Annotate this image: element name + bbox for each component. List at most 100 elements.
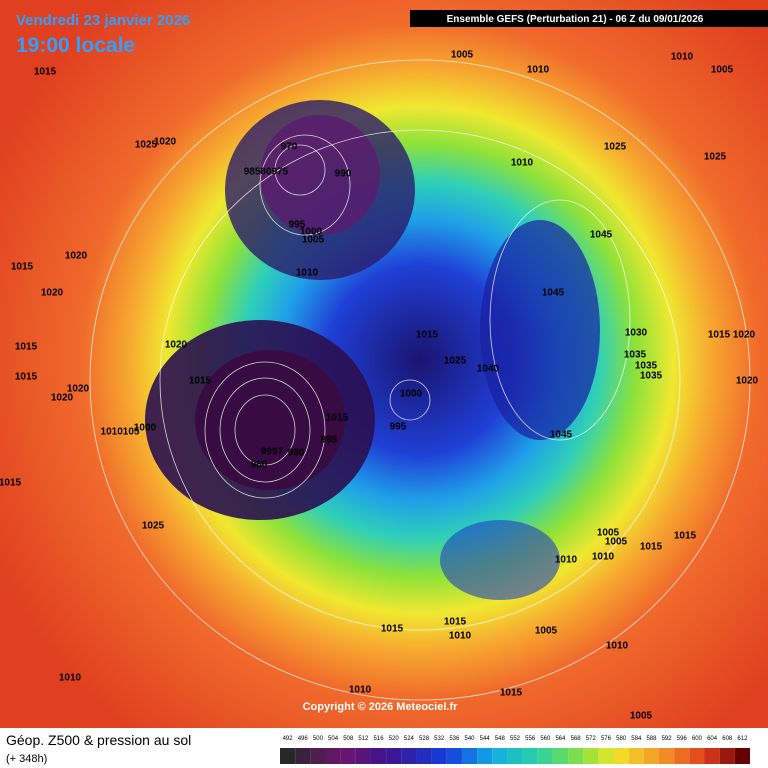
legend-swatch	[507, 748, 523, 764]
legend-label: 548	[495, 736, 506, 742]
legend-swatch	[370, 748, 387, 764]
lead-time: (+ 348h)	[6, 753, 47, 765]
legend-swatch	[355, 748, 371, 764]
legend-label: 560	[540, 736, 551, 742]
isobar-label: 1005	[597, 528, 620, 539]
isobar-label: 1020	[65, 251, 88, 262]
legend-swatch	[674, 748, 690, 764]
legend-label: 540	[465, 736, 476, 742]
isobar-label: 995	[289, 220, 306, 231]
isobar-label: 1035	[624, 350, 647, 361]
isobar-label: 980	[288, 448, 305, 459]
legend-swatch	[537, 748, 553, 764]
isobar-label: 1025	[444, 356, 467, 367]
legend-label: 608	[722, 736, 733, 742]
legend-label: 504	[328, 736, 339, 742]
isobar-label: 1005	[302, 235, 325, 246]
legend-swatch	[386, 748, 402, 764]
isobar-label: 1020	[67, 384, 90, 395]
isobar-label: 1015	[15, 372, 38, 383]
legend-swatch	[583, 748, 599, 764]
legend-swatch	[340, 748, 356, 764]
isobar-label: 1045	[550, 430, 573, 441]
isobar-label: 1015	[708, 330, 731, 341]
isobar-label: 1005	[535, 626, 558, 637]
isobar-label: 960	[251, 460, 268, 471]
legend-swatch	[492, 748, 508, 764]
legend-label: 552	[510, 736, 521, 742]
model-bar	[410, 10, 768, 27]
legend-swatch	[295, 748, 311, 764]
legend-swatch	[325, 748, 341, 764]
isobar-label: 995	[321, 435, 338, 446]
isobar-label: 1015	[500, 688, 523, 699]
isobar-label: 1040	[477, 364, 500, 375]
isobar-label: 990	[335, 169, 352, 180]
isobar-label: 1015	[381, 624, 404, 635]
isobar-label: 1015	[326, 413, 349, 424]
legend-swatch	[689, 748, 705, 764]
legend-label: 556	[525, 736, 536, 742]
legend-label: 492	[283, 736, 294, 742]
legend-swatch	[416, 748, 432, 764]
isobar-label: 1010	[59, 673, 82, 684]
isobar-label: 1020	[733, 330, 756, 341]
isobar-label: 1025	[142, 521, 165, 532]
isobars	[89, 59, 751, 701]
legend-label: 588	[646, 736, 657, 742]
legend-swatch	[643, 748, 660, 764]
legend-swatch	[552, 748, 569, 764]
legend-label: 500	[313, 736, 324, 742]
legend-swatch	[568, 748, 584, 764]
isobar-label: 1010	[671, 52, 694, 63]
isobar-label: 970	[281, 142, 298, 153]
isobar-label: 1015	[0, 478, 22, 489]
legend-label: 600	[692, 736, 703, 742]
isobar-label: 9997	[261, 447, 284, 458]
isobar-label: 1045	[542, 288, 565, 299]
legend-label: 604	[707, 736, 718, 742]
isobar-label: 1010	[349, 685, 372, 696]
low-area	[440, 520, 560, 600]
legend-label: 512	[358, 736, 369, 742]
isobar-label: 1015	[674, 531, 697, 542]
legend-swatch	[734, 748, 750, 764]
isobar-label: 1015	[189, 376, 212, 387]
isobar-label: 1030	[625, 328, 648, 339]
isobar-label: 1000	[134, 423, 157, 434]
legend-swatch	[310, 748, 326, 764]
legend-label: 596	[677, 736, 688, 742]
isobar-label: 1010	[296, 268, 319, 279]
legend-swatch	[522, 748, 538, 764]
legend-label: 576	[601, 736, 612, 742]
isobar-label: 1005	[711, 65, 734, 76]
isobar-label: 1010	[606, 641, 629, 652]
isobar-label: 1005	[451, 50, 474, 61]
isobar-label: 1025	[604, 142, 627, 153]
legend-label: 568	[571, 736, 582, 742]
isobar-label: 1020	[165, 340, 188, 351]
isobar-label: 1000	[300, 227, 323, 238]
legend-swatch	[401, 748, 417, 764]
legend-label: 572	[586, 736, 597, 742]
legend-label: 520	[389, 736, 400, 742]
isobar-label: 1020	[154, 137, 177, 148]
isobar-label: 1015	[416, 330, 439, 341]
isobar-label: 1010	[449, 631, 472, 642]
isobar-label: 1035	[635, 361, 658, 372]
legend-label: 516	[374, 736, 385, 742]
legend-label: 592	[662, 736, 673, 742]
legend-label: 532	[434, 736, 445, 742]
isobar-label: 1010105	[101, 427, 140, 438]
isobar-label: 995	[390, 422, 407, 433]
legend-label: 584	[631, 736, 642, 742]
isobar-label: 1015	[444, 617, 467, 628]
time: 19:00 locale	[16, 34, 135, 57]
model-info: Ensemble GEFS (Perturbation 21) - 06 Z d…	[447, 14, 704, 25]
legend-swatch	[477, 748, 493, 764]
isobar-label: 1020	[51, 393, 74, 404]
legend-label: 536	[449, 736, 460, 742]
low-core	[260, 115, 380, 235]
legend-swatch	[628, 748, 644, 764]
isobar-label: 1000	[400, 389, 423, 400]
